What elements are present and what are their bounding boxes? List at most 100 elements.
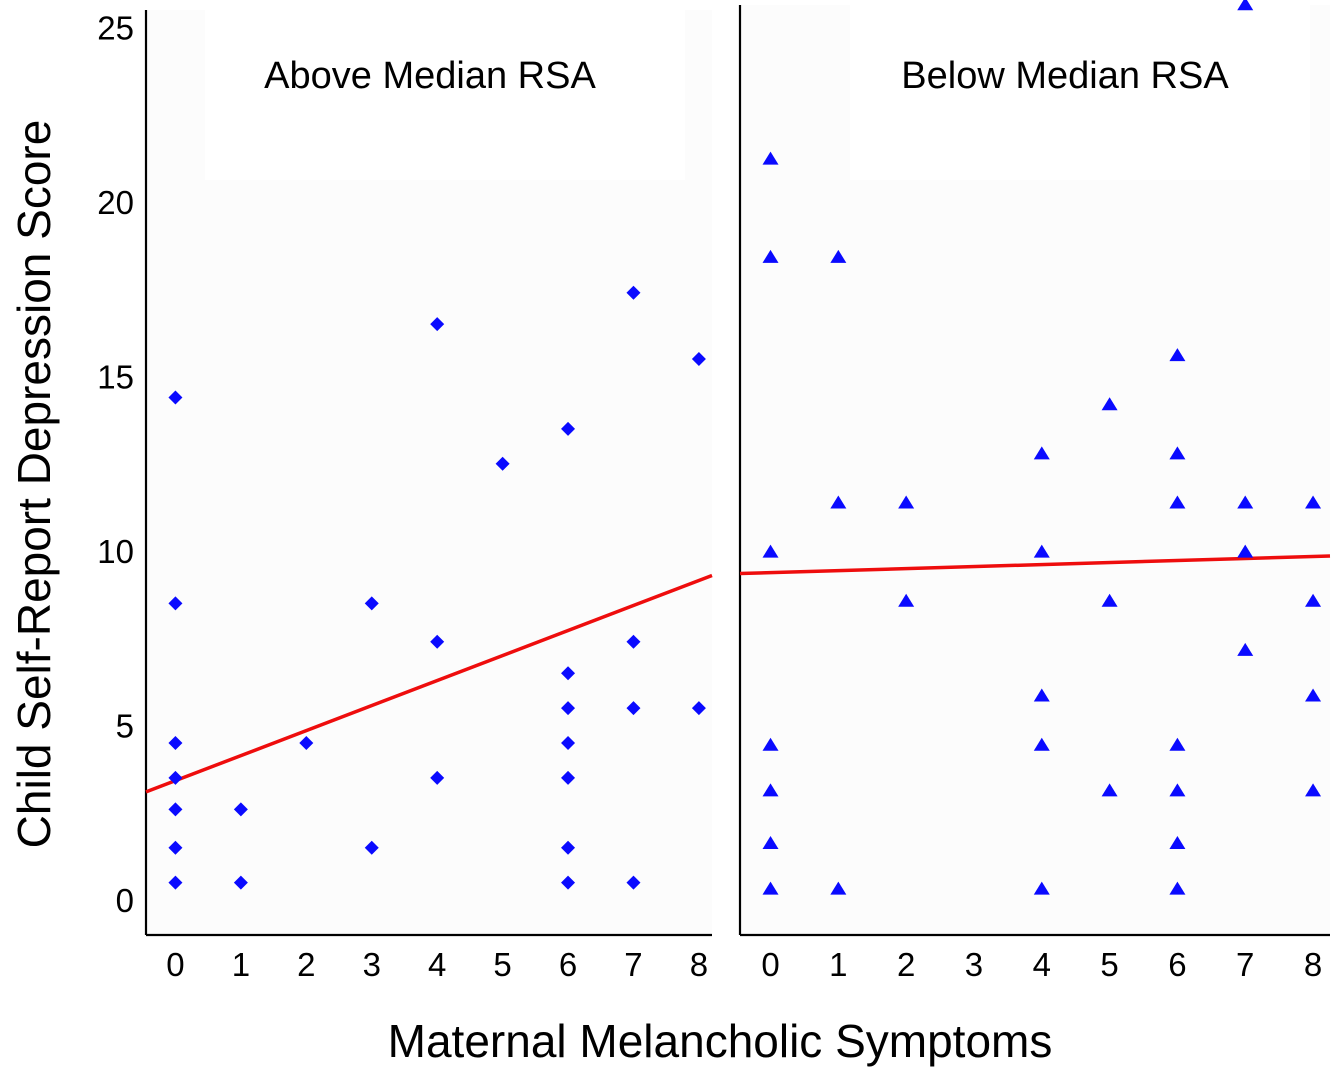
- triangle-point: [1169, 737, 1186, 751]
- x-tick-label: 8: [690, 946, 708, 983]
- diamond-point: [233, 875, 248, 890]
- diamond-point: [626, 634, 641, 649]
- diamond-point: [626, 285, 641, 300]
- diamond-point: [168, 840, 183, 855]
- diamond-point: [561, 875, 576, 890]
- diamond-point: [430, 317, 445, 332]
- diamond-point: [168, 802, 183, 817]
- triangle-point: [1101, 593, 1118, 607]
- x-tick-label: 1: [829, 946, 847, 983]
- x-tick-label: 3: [965, 946, 983, 983]
- diamond-point: [299, 736, 314, 751]
- triangle-point: [1237, 495, 1254, 509]
- diamond-point: [626, 875, 641, 890]
- diamond-point: [168, 390, 183, 405]
- x-tick-label: 2: [897, 946, 915, 983]
- y-tick-label: 20: [97, 184, 134, 221]
- diamond-point: [561, 701, 576, 716]
- fit-line: [739, 554, 1331, 576]
- y-tick-label: 10: [97, 533, 134, 570]
- triangle-point: [762, 783, 779, 797]
- diamond-point: [168, 875, 183, 890]
- triangle-point: [1169, 446, 1186, 460]
- triangle-point: [762, 544, 779, 558]
- x-tick-label: 4: [1033, 946, 1051, 983]
- triangle-point: [1033, 737, 1050, 751]
- diamond-point: [561, 421, 576, 436]
- panel-2: Below Median RSA 0 1 2 3 4 5 6 7 8: [738, 0, 1331, 983]
- triangle-point: [1237, 642, 1254, 656]
- diamond-point: [561, 770, 576, 785]
- y-tick-label: 5: [116, 708, 134, 745]
- y-tick-label: 15: [97, 359, 134, 396]
- diamond-point: [364, 596, 379, 611]
- x-tick-label: 5: [1100, 946, 1118, 983]
- triangle-point: [762, 835, 779, 849]
- panel-title: Below Median RSA: [901, 55, 1229, 97]
- diamond-point: [168, 596, 183, 611]
- panel-title: Above Median RSA: [264, 55, 596, 97]
- x-tick-label: 6: [559, 946, 577, 983]
- fit-line: [145, 573, 713, 794]
- x-tick-label: 3: [363, 946, 381, 983]
- triangle-point: [1305, 593, 1322, 607]
- x-tick-label: 4: [428, 946, 446, 983]
- x-tick-label: 1: [232, 946, 250, 983]
- diamond-point: [626, 701, 641, 716]
- triangle-point: [1237, 544, 1254, 558]
- title-backdrop: [205, 5, 685, 180]
- x-tick-label: 7: [1236, 946, 1254, 983]
- x-tick-label: 0: [761, 946, 779, 983]
- diamond-point: [233, 802, 248, 817]
- triangle-point: [1305, 688, 1322, 702]
- triangle-point: [1101, 397, 1118, 411]
- diamond-point: [168, 736, 183, 751]
- triangle-point: [1169, 783, 1186, 797]
- triangle-point: [1169, 348, 1186, 362]
- triangle-point: [1033, 446, 1050, 460]
- diamond-point: [364, 840, 379, 855]
- triangle-point: [898, 495, 915, 509]
- triangle-point: [1305, 783, 1322, 797]
- triangle-point: [830, 881, 847, 895]
- diamond-point: [495, 456, 510, 471]
- y-tick-label: 25: [97, 9, 134, 46]
- triangle-point: [1033, 688, 1050, 702]
- diamond-point: [430, 634, 445, 649]
- diamond-point: [430, 770, 445, 785]
- triangle-point: [762, 151, 779, 165]
- diamond-point: [691, 701, 706, 716]
- diamond-point: [561, 840, 576, 855]
- panel-1: Above Median RSA 0 1 2 3 4 5 6 7 8 0 5 10 15 20 25: [97, 5, 713, 983]
- triangle-point: [762, 737, 779, 751]
- x-tick-label: 7: [624, 946, 642, 983]
- triangle-point: [1033, 881, 1050, 895]
- x-tick-label: 5: [493, 946, 511, 983]
- diamond-point: [561, 666, 576, 681]
- triangle-point: [762, 249, 779, 263]
- y-axis-label: Child Self-Report Depression Score: [8, 120, 60, 849]
- diamond-point: [561, 736, 576, 751]
- x-tick-label: 8: [1304, 946, 1322, 983]
- diamond-point: [168, 770, 183, 785]
- triangle-point: [830, 495, 847, 509]
- x-tick-label: 0: [166, 946, 184, 983]
- title-backdrop: [850, 5, 1310, 180]
- triangle-point: [1101, 783, 1118, 797]
- triangle-point: [1305, 495, 1322, 509]
- triangle-point: [830, 249, 847, 263]
- triangle-point: [1033, 544, 1050, 558]
- x-axis-label: Maternal Melancholic Symptoms: [388, 1015, 1053, 1067]
- triangle-point: [1169, 835, 1186, 849]
- triangle-point: [898, 593, 915, 607]
- y-tick-label: 0: [116, 882, 134, 919]
- x-tick-label: 6: [1168, 946, 1186, 983]
- triangle-point: [1237, 0, 1254, 11]
- diamond-point: [691, 352, 706, 367]
- x-tick-label: 2: [297, 946, 315, 983]
- triangle-point: [1169, 881, 1186, 895]
- triangle-point: [762, 881, 779, 895]
- triangle-point: [1169, 495, 1186, 509]
